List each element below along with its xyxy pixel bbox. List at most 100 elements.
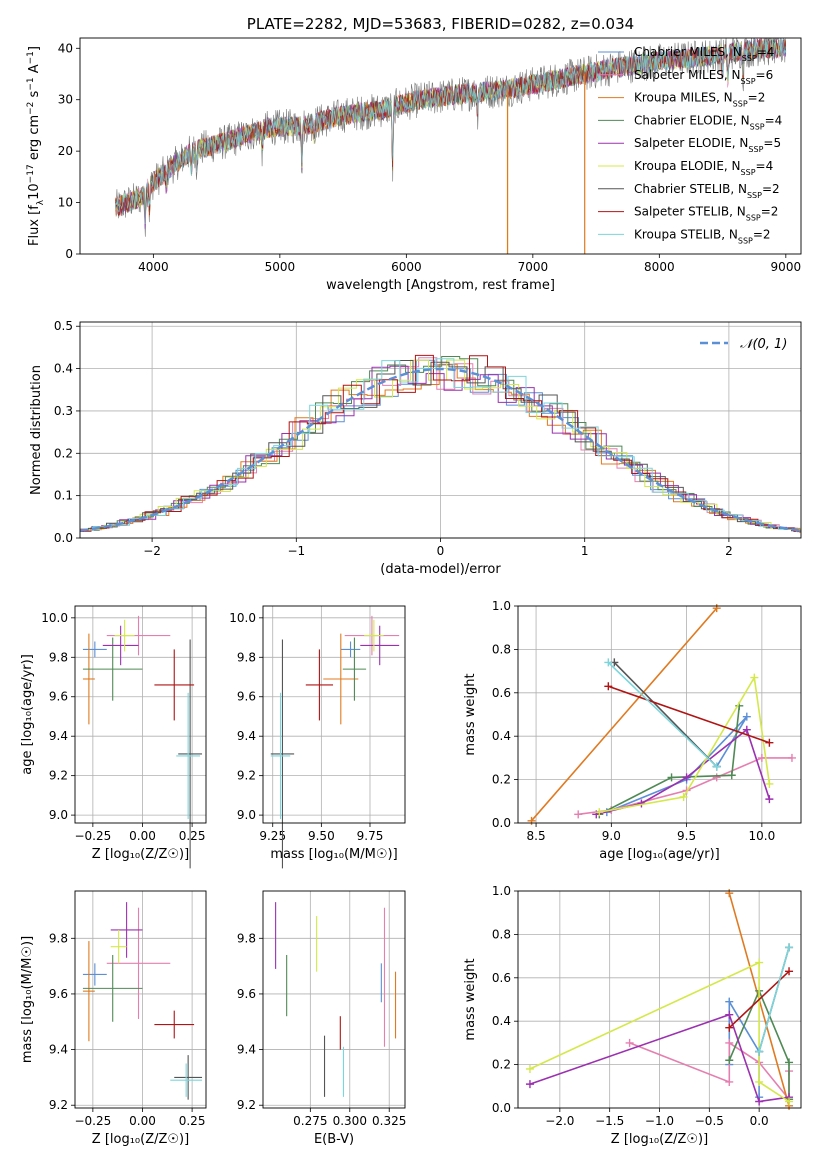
residuals-plot xyxy=(80,354,801,533)
age_vs_mass-ytick-label: 9.2 xyxy=(237,769,256,783)
spectrum-ylabel-part: s xyxy=(27,90,42,101)
age_vs_Z-ytick-label: 9.2 xyxy=(49,769,68,783)
mass_vs_Z-xtick-label: 0.25 xyxy=(179,1114,206,1128)
age_vs_Z-ytick-label: 9.4 xyxy=(49,729,68,743)
weight-marker xyxy=(712,762,721,771)
residuals-ytick-label: 0.0 xyxy=(54,531,73,545)
mass_vs_ebv-ytick-label: 9.2 xyxy=(237,1098,256,1112)
weight-marker xyxy=(604,682,613,691)
weight-marker xyxy=(755,1047,764,1056)
legend-n: =4 xyxy=(757,45,775,59)
legend-entry: Kroupa ELODIE, NSSP=4 xyxy=(634,159,773,177)
weight_vs_Z-xtick-label: −0.5 xyxy=(695,1114,724,1128)
spectrum-xtick-label: 6000 xyxy=(391,260,422,274)
spectrum-ylabel-part: −1 xyxy=(26,77,36,90)
legend-entry: Salpeter STELIB, NSSP=2 xyxy=(634,205,778,223)
spectrum-ylabel-part: Flux [f xyxy=(27,205,42,246)
legend-label: Salpeter STELIB, N xyxy=(634,205,746,219)
residuals-xtick-label: −2 xyxy=(143,544,161,558)
weight-marker xyxy=(525,1064,534,1073)
spectrum-ylabel-part: −1 xyxy=(26,51,36,64)
age_vs_Z-ytick-label: 9.6 xyxy=(49,690,68,704)
residuals-ytick-label: 0.1 xyxy=(54,489,73,503)
legend-n: =5 xyxy=(763,136,781,150)
mass_vs_ebv-xtick-label: 0.325 xyxy=(372,1114,406,1128)
weight-line xyxy=(530,607,718,822)
weight-marker xyxy=(725,997,734,1006)
legend-sub: SSP xyxy=(746,213,761,222)
weight-marker xyxy=(725,1023,734,1032)
weight_vs_age-ytick-label: 0.4 xyxy=(492,729,511,743)
weight-line xyxy=(607,661,718,768)
residuals-panel: −2 −1 0 1 2 0.0 0.1 0.2 0.3 0.4 0.5 (data-model)/er… xyxy=(29,319,802,577)
weight-marker xyxy=(682,773,691,782)
residuals-ytick-label: 0.4 xyxy=(54,362,73,376)
residual-histogram xyxy=(80,359,801,532)
weight-marker xyxy=(757,753,766,762)
residuals-xtick-label: −1 xyxy=(287,544,305,558)
residuals-xtick-label: 2 xyxy=(725,544,733,558)
spectrum-model-line xyxy=(115,38,787,225)
mass_vs_Z-frame xyxy=(74,890,207,1109)
age_vs_Z-xtick-label: 0.25 xyxy=(179,829,206,843)
legend-label: Salpeter MILES, N xyxy=(634,68,741,82)
spectrum-ylabel-part: λ xyxy=(36,199,46,205)
mass_vs_ebv-xtick-label: 0.275 xyxy=(293,1114,327,1128)
weight_vs_Z-xtick-label: −1.0 xyxy=(645,1114,674,1128)
legend-n: =2 xyxy=(762,182,780,196)
weight-line xyxy=(578,757,792,816)
legend-sub: SSP xyxy=(741,168,756,177)
weight_vs_Z-ytick-label: 0.8 xyxy=(492,927,511,941)
spectrum-ylabel-part: −17 xyxy=(26,164,36,183)
legend-label: Chabrier STELIB, N xyxy=(634,182,747,196)
spectrum-ylabel-part: 10 xyxy=(27,183,42,200)
age_vs_Z-panel: −0.25 0.00 0.25 9.0 9.2 9.4 9.6 9.8 10.0 Z [log₁₀… xyxy=(20,605,207,869)
legend-sub: SSP xyxy=(733,99,748,108)
weight-marker xyxy=(785,943,794,952)
spectrum-ytick-label: 30 xyxy=(58,93,73,107)
spectrum-xtick-label: 4000 xyxy=(138,260,169,274)
weight-marker xyxy=(725,889,734,898)
weight-marker xyxy=(755,958,764,967)
mass_vs_ebv-frame xyxy=(262,890,406,1109)
weight-marker xyxy=(725,1010,734,1019)
weight-marker xyxy=(712,773,721,782)
age_vs_mass-panel: 9.25 9.50 9.75 9.0 9.2 9.4 9.6 9.8 10.0 mass [log… xyxy=(229,605,406,869)
weight_vs_age-xtick-label: 9.5 xyxy=(677,829,696,843)
spectrum-ytick-label: 20 xyxy=(58,144,73,158)
weight_vs_Z-ytick-label: 0.2 xyxy=(492,1058,511,1072)
spectrum-model-line xyxy=(115,38,787,223)
legend-sub: SSP xyxy=(748,145,763,154)
mass_vs_Z-ytick-label: 9.2 xyxy=(49,1098,68,1112)
weight-marker xyxy=(787,753,796,762)
age_vs_mass-xtick-label: 9.50 xyxy=(308,829,335,843)
legend-entry: Chabrier STELIB, NSSP=2 xyxy=(634,182,780,200)
age_vs_Z-ytick-label: 10.0 xyxy=(41,611,68,625)
mass_vs_ebv-ytick-label: 9.4 xyxy=(237,1043,256,1057)
mass_vs_ebv-xtick-label: 0.300 xyxy=(333,1114,367,1128)
spectrum-ytick-label: 0 xyxy=(65,247,73,261)
gaussian-legend-label: 𝒩(0, 1) xyxy=(740,337,787,352)
weight-marker xyxy=(765,795,774,804)
legend-n: =4 xyxy=(765,113,783,127)
weight-marker xyxy=(725,1038,734,1047)
age_vs_mass-ytick-label: 10.0 xyxy=(229,611,256,625)
residuals-ytick-label: 0.3 xyxy=(54,404,73,418)
legend-sub: SSP xyxy=(738,236,753,245)
age_vs_mass-xtick-label: 9.75 xyxy=(357,829,384,843)
legend-entry: Kroupa MILES, NSSP=2 xyxy=(634,91,765,109)
gaussian-curve xyxy=(80,367,801,532)
weight-line xyxy=(728,988,790,1100)
mass_vs_ebv-ytick-label: 9.8 xyxy=(237,931,256,945)
age_vs_Z-frame xyxy=(74,605,207,824)
spectrum-ylabel-part: −2 xyxy=(26,102,36,115)
weight-line xyxy=(599,675,771,813)
weight_vs_age-ytick-label: 0.6 xyxy=(492,686,511,700)
spectrum-title: PLATE=2282, MJD=53683, FIBERID=0282, z=0… xyxy=(247,15,634,33)
weight-marker xyxy=(785,1097,794,1106)
weight-marker xyxy=(755,1077,764,1086)
mass_vs_Z-ylabel: mass [log₁₀(M/M☉)] xyxy=(20,936,35,1063)
weight-marker xyxy=(525,1080,534,1089)
legend-label: Chabrier ELODIE, N xyxy=(634,113,750,127)
weight-marker xyxy=(625,1038,634,1047)
